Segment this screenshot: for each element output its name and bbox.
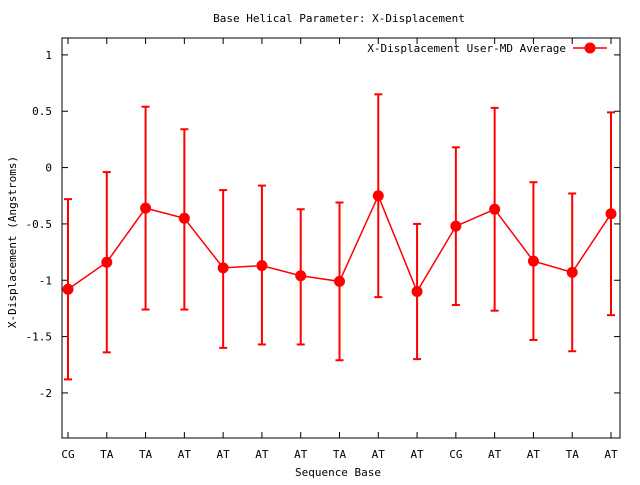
data-point bbox=[450, 220, 462, 232]
y-tick-label: -1.5 bbox=[26, 331, 53, 344]
error-bars bbox=[64, 93, 615, 381]
series-points bbox=[62, 190, 617, 298]
x-tick-label: AT bbox=[178, 448, 192, 461]
data-point bbox=[62, 283, 74, 295]
x-tick-label: AT bbox=[255, 448, 269, 461]
data-point bbox=[527, 255, 539, 267]
x-tick-label: AT bbox=[410, 448, 424, 461]
data-point bbox=[489, 203, 501, 215]
y-tick-label: 1 bbox=[45, 49, 52, 62]
x-tick-label: AT bbox=[527, 448, 541, 461]
data-point bbox=[256, 260, 268, 272]
y-tick-label: 0.5 bbox=[32, 105, 52, 118]
plot-frame bbox=[61, 37, 621, 439]
y-tick-label: -0.5 bbox=[26, 218, 53, 231]
x-tick-label: AT bbox=[217, 448, 231, 461]
data-point bbox=[217, 262, 229, 274]
x-tick-label: AT bbox=[488, 448, 502, 461]
x-axis-ticks: CG TA TA AT AT AT AT TA AT AT CG AT AT TA AT bbox=[61, 38, 618, 461]
chart-title: Base Helical Parameter: X-Displacement bbox=[213, 12, 465, 25]
x-tick-label: TA bbox=[566, 448, 580, 461]
x-tick-label: AT bbox=[294, 448, 308, 461]
x-tick-label: TA bbox=[333, 448, 347, 461]
legend-series-label: X-Displacement User-MD Average bbox=[367, 42, 566, 55]
data-point bbox=[334, 275, 345, 287]
y-tick-label: -1 bbox=[39, 274, 52, 287]
x-tick-label: CG bbox=[61, 448, 74, 461]
data-point bbox=[101, 256, 113, 268]
x-axis-label: Sequence Base bbox=[295, 466, 381, 479]
x-tick-label: TA bbox=[139, 448, 153, 461]
legend: X-Displacement User-MD Average bbox=[367, 42, 607, 55]
y-axis-label: X-Displacement (Angstroms) bbox=[6, 156, 19, 328]
data-point bbox=[411, 286, 423, 298]
x-tick-label: TA bbox=[100, 448, 114, 461]
y-tick-label: 0 bbox=[45, 162, 52, 175]
y-tick-label: -2 bbox=[39, 387, 52, 400]
y-axis-ticks: 1 0.5 0 -0.5 -1 -1.5 -2 bbox=[26, 49, 620, 400]
data-point bbox=[372, 190, 384, 202]
data-point bbox=[178, 212, 190, 224]
x-tick-label: AT bbox=[604, 448, 618, 461]
legend-series-marker bbox=[584, 42, 596, 54]
x-tick-label: CG bbox=[449, 448, 462, 461]
data-point bbox=[566, 266, 578, 278]
data-point bbox=[295, 270, 307, 282]
data-point bbox=[605, 208, 617, 220]
data-point bbox=[140, 202, 152, 214]
x-tick-label: AT bbox=[372, 448, 386, 461]
